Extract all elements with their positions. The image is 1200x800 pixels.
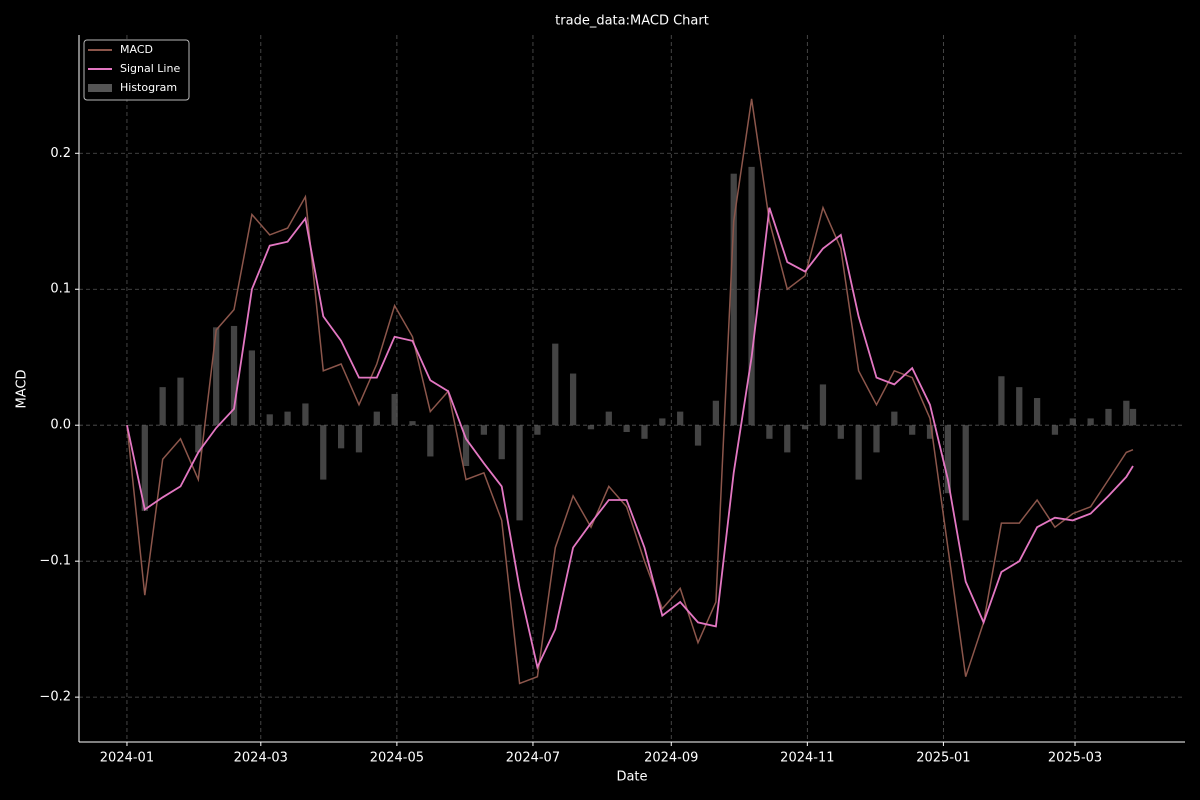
histogram-bar <box>766 425 773 439</box>
histogram-bar <box>302 403 309 426</box>
histogram-bar <box>195 425 202 453</box>
histogram-bar <box>944 425 951 494</box>
histogram-bar <box>498 425 505 460</box>
histogram-bar <box>587 425 595 430</box>
histogram-bar <box>391 393 398 426</box>
histogram-bar <box>998 376 1005 426</box>
x-tick-label: 2024-11 <box>780 751 834 766</box>
histogram-bar <box>1051 425 1059 435</box>
histogram-bar <box>837 425 844 439</box>
histogram-bar <box>373 411 380 426</box>
x-tick-label: 2024-03 <box>234 751 288 766</box>
x-tick-label: 2024-07 <box>506 751 560 766</box>
histogram-bar <box>516 425 523 521</box>
histogram-bar <box>230 325 238 426</box>
histogram-bar <box>337 425 345 449</box>
histogram-bar <box>748 166 755 426</box>
histogram-bar <box>659 418 666 426</box>
histogram-bar <box>177 377 184 426</box>
x-tick-label: 2025-03 <box>1048 751 1102 766</box>
histogram-bar <box>569 373 577 426</box>
line <box>126 98 1134 685</box>
histogram-bar <box>159 387 166 426</box>
x-tick-label: 2024-01 <box>100 751 154 766</box>
line <box>126 207 1134 670</box>
histogram-bar <box>534 425 541 435</box>
histogram-bar <box>730 173 737 426</box>
y-tick-label: −0.1 <box>39 554 71 569</box>
x-tick-label: 2024-05 <box>370 751 424 766</box>
y-tick-label: 0.0 <box>50 418 71 433</box>
legend-label: Signal Line <box>120 62 180 75</box>
histogram-bar <box>462 425 470 466</box>
histogram-bar <box>445 425 452 426</box>
histogram-bar <box>677 411 684 426</box>
histogram-bar <box>891 411 898 426</box>
histogram-bar <box>266 414 273 426</box>
histogram-bar <box>248 350 256 426</box>
histogram-bar <box>409 421 416 426</box>
histogram-bar <box>873 425 880 453</box>
histogram-bar <box>1033 398 1041 426</box>
histogram-bar <box>712 400 719 426</box>
y-axis-label: MACD <box>15 370 30 409</box>
histogram-bar <box>1105 408 1112 426</box>
histogram-bar <box>784 425 791 453</box>
histogram-bar <box>926 425 934 439</box>
y-tick-label: 0.2 <box>50 146 71 161</box>
x-tick-label: 2024-09 <box>644 751 698 766</box>
histogram-bar <box>355 425 363 453</box>
x-axis-label: Date <box>616 770 647 785</box>
histogram-bar <box>213 327 220 426</box>
histogram-bar <box>284 411 291 426</box>
histogram-bar <box>1129 408 1137 426</box>
y-tick-label: −0.2 <box>39 690 71 705</box>
histogram-bar <box>480 425 488 435</box>
histogram-bar <box>801 425 809 430</box>
histogram-bar <box>909 425 916 435</box>
histogram-bar <box>641 425 648 439</box>
histogram-bar <box>819 384 827 426</box>
legend-label: Histogram <box>120 81 177 94</box>
histogram-bar <box>1069 418 1076 426</box>
histogram-bar <box>623 425 630 433</box>
histogram-bar <box>1016 387 1023 426</box>
histogram-bar <box>980 425 987 426</box>
histogram-bar <box>141 425 148 511</box>
histogram-bar <box>694 425 702 446</box>
legend-swatch <box>88 84 112 92</box>
histogram-bar <box>962 425 969 521</box>
y-tick-label: 0.1 <box>50 282 71 297</box>
chart-title: trade_data:MACD Chart <box>555 14 709 29</box>
histogram-bar <box>855 425 862 480</box>
histogram-bar <box>1123 400 1130 426</box>
histogram-bar <box>320 425 327 480</box>
x-tick-label: 2025-01 <box>916 751 970 766</box>
legend-label: MACD <box>120 43 153 56</box>
histogram-bar <box>552 343 559 426</box>
histogram-bar <box>605 411 612 426</box>
histogram-bar <box>427 425 434 457</box>
histogram-bar <box>1087 418 1094 426</box>
